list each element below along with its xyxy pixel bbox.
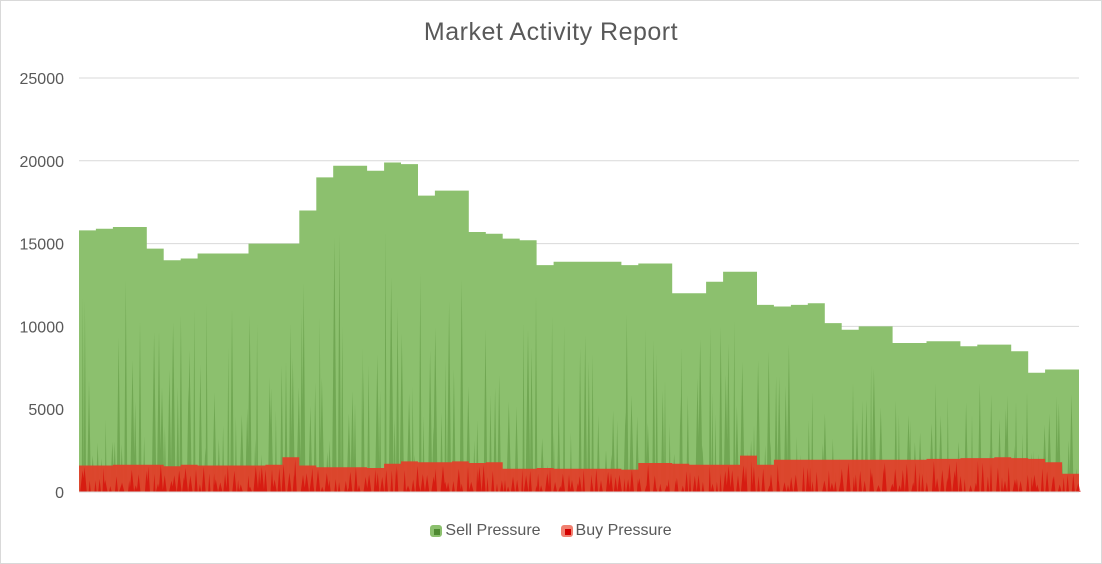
- y-axis-ticks: 0 5000 10000 15000 20000 25000: [20, 71, 65, 502]
- y-tick-label: 10000: [20, 319, 65, 336]
- y-tick-label: 5000: [28, 402, 64, 419]
- sell-pressure-area: [79, 162, 1079, 492]
- y-tick-label: 25000: [20, 71, 65, 88]
- legend-item-buy: Buy Pressure: [560, 522, 672, 540]
- legend-swatch-sell: [430, 525, 443, 537]
- y-tick-label: 20000: [20, 154, 65, 171]
- chart-title: Market Activity Report: [423, 18, 679, 46]
- legend-item-sell: Sell Pressure: [430, 522, 541, 540]
- series-areas: [79, 162, 1081, 493]
- legend-swatch-buy: [560, 525, 573, 537]
- buy-pressure-spikes: [80, 458, 1081, 492]
- legend-label-buy: Buy Pressure: [575, 522, 672, 539]
- y-tick-label: 0: [55, 485, 64, 502]
- y-tick-label: 15000: [20, 237, 65, 254]
- legend-label-sell: Sell Pressure: [445, 522, 541, 539]
- sell-pressure-spikes: [81, 232, 1079, 493]
- legend: Sell Pressure Buy Pressure: [0, 522, 1102, 540]
